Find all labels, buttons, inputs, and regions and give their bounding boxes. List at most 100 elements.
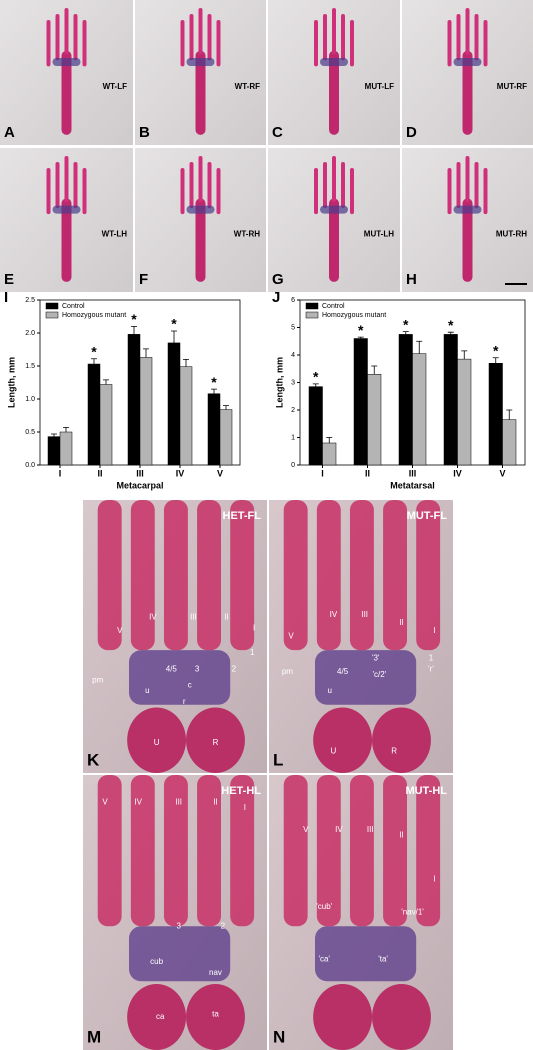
- error-bar: [416, 340, 423, 354]
- x-tick-label: I: [321, 468, 324, 478]
- bone-shape: [97, 775, 122, 927]
- panel-letter: H: [406, 271, 417, 288]
- photo-panel: B WT-RF: [135, 0, 266, 145]
- bone-shape: [64, 156, 69, 203]
- bar: [308, 386, 323, 466]
- y-tick-label: 5: [291, 324, 295, 331]
- bone-shape: [127, 984, 187, 1050]
- error-bar: [402, 331, 409, 335]
- x-tick-label: I: [59, 468, 62, 478]
- bone-label: I: [253, 623, 255, 632]
- bone-shape: [163, 775, 188, 927]
- cartilage-shape: [129, 650, 231, 705]
- chart: J Length, mm Metatarsal 0 1 2 3 4 5 6 I * II * III * IV *…: [272, 289, 526, 490]
- bone-shape: [416, 775, 441, 927]
- error-bar: [326, 437, 333, 443]
- bone-shape: [61, 198, 72, 282]
- bone-shape: [195, 50, 206, 135]
- panel-letter: B: [139, 124, 150, 141]
- bar: [457, 358, 472, 466]
- panel-label: WT-LH: [102, 230, 128, 239]
- bone-shape: [314, 20, 318, 67]
- significance-mark: *: [358, 322, 364, 338]
- y-tick-label: 0.5: [25, 429, 35, 436]
- bone-label: III: [367, 825, 374, 834]
- bone-label: I: [433, 626, 435, 635]
- bone-shape: [372, 984, 431, 1050]
- bone-label: I: [433, 875, 435, 884]
- legend-swatch: [45, 302, 59, 310]
- bar: [502, 419, 517, 466]
- error-bar: [371, 365, 378, 375]
- legend-swatch: [305, 311, 319, 319]
- photo-panel: D MUT-RF: [402, 0, 533, 145]
- significance-mark: *: [448, 317, 454, 333]
- y-axis-label: Length, mm: [6, 357, 16, 408]
- x-axis-label: Metatarsal: [390, 480, 435, 490]
- bone-label: pm: [282, 667, 293, 676]
- bone-shape: [207, 14, 212, 61]
- error-bar: [63, 426, 69, 432]
- cartilage-shape: [52, 205, 81, 214]
- bone-shape: [189, 162, 194, 209]
- bone-label: R: [391, 746, 397, 755]
- bone-shape: [350, 168, 354, 215]
- bone-label: II: [213, 798, 217, 807]
- bar: [139, 357, 153, 466]
- photo-panel: H MUT-RH: [402, 148, 533, 292]
- cartilage-shape: [52, 58, 81, 66]
- bone-label: 'r': [428, 664, 434, 673]
- bone-label: 1: [429, 653, 434, 662]
- bone-shape: [349, 775, 374, 927]
- cartilage-shape: [320, 205, 348, 214]
- bar: [207, 393, 221, 466]
- error-bar: [211, 388, 217, 394]
- bone-shape: [447, 168, 452, 215]
- bone-shape: [372, 707, 431, 773]
- x-axis-label: Metacarpal: [116, 480, 163, 490]
- y-axis-label: Length, mm: [274, 357, 284, 408]
- bar: [59, 431, 73, 466]
- bone-label: pm: [92, 675, 103, 684]
- bone-shape: [46, 20, 51, 67]
- bone-label: IV: [330, 610, 338, 619]
- bar: [167, 342, 181, 466]
- bone-label: 4/5: [337, 667, 349, 676]
- significance-mark: *: [313, 369, 319, 385]
- bone-label: cub: [150, 957, 163, 966]
- photo-panel: A WT-LF: [0, 0, 133, 145]
- bone-shape: [316, 775, 341, 927]
- legend-swatch: [45, 311, 59, 319]
- bone-label: 3: [176, 921, 181, 930]
- bone-shape: [230, 500, 255, 651]
- panel-label: MUT-RF: [497, 82, 527, 91]
- bone-shape: [323, 162, 327, 209]
- bone-shape: [216, 168, 221, 215]
- x-tick-label: IV: [176, 468, 185, 478]
- bone-shape: [197, 775, 221, 927]
- x-tick-label: V: [499, 468, 505, 478]
- panel-label: MUT-RH: [496, 230, 527, 239]
- bar: [367, 374, 382, 466]
- bone-shape: [197, 500, 221, 651]
- bone-shape: [316, 500, 341, 651]
- bone-shape: [323, 14, 327, 61]
- error-bar: [103, 379, 109, 385]
- bone-label: 4/5: [166, 664, 178, 673]
- bar: [443, 334, 458, 466]
- error-bar: [223, 405, 229, 410]
- y-tick-label: 1.0: [25, 396, 35, 403]
- bone-shape: [474, 162, 479, 209]
- significance-mark: *: [131, 311, 137, 327]
- panel-label: WT-RF: [235, 82, 260, 91]
- y-tick-label: 1: [291, 434, 295, 441]
- bone-shape: [186, 984, 245, 1050]
- error-bar: [143, 348, 149, 358]
- legend-swatch: [305, 302, 319, 310]
- bone-shape: [474, 14, 479, 61]
- bone-label: II: [399, 618, 403, 627]
- error-bar: [312, 383, 319, 387]
- panel-label: MUT-LF: [365, 82, 394, 91]
